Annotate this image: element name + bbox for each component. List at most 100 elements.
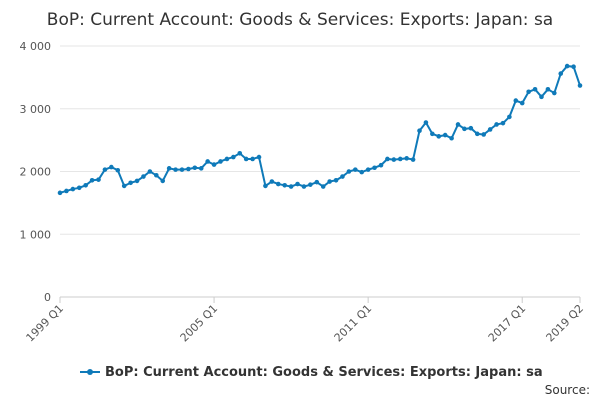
data-point[interactable] (115, 167, 121, 173)
data-point[interactable] (430, 131, 435, 137)
data-point[interactable] (173, 167, 178, 172)
data-point[interactable] (314, 179, 320, 185)
data-point[interactable] (404, 156, 409, 161)
data-point[interactable] (179, 167, 185, 172)
data-point[interactable] (308, 182, 313, 187)
source-label: Source: (545, 383, 590, 397)
data-point[interactable] (250, 156, 255, 162)
data-point[interactable] (64, 188, 69, 194)
data-point[interactable] (423, 120, 429, 125)
data-point[interactable] (500, 120, 506, 126)
data-point[interactable] (513, 98, 519, 103)
y-tick-label: 2 000 (20, 166, 52, 179)
data-point[interactable] (340, 174, 345, 179)
data-point[interactable] (186, 166, 191, 172)
data-point[interactable] (224, 156, 230, 162)
data-point[interactable] (327, 179, 332, 184)
gridlines (60, 45, 580, 298)
data-point[interactable] (365, 167, 371, 172)
data-point[interactable] (160, 178, 166, 184)
data-point[interactable] (346, 169, 352, 174)
data-point[interactable] (487, 127, 493, 132)
data-point[interactable] (147, 169, 153, 174)
x-tick-label: 2017 Q1 (486, 302, 529, 345)
data-point[interactable] (269, 179, 275, 184)
data-point[interactable] (218, 159, 223, 164)
data-point[interactable] (275, 181, 281, 187)
data-point[interactable] (237, 151, 243, 156)
data-point[interactable] (519, 100, 525, 106)
data-point[interactable] (70, 186, 76, 192)
data-point[interactable] (102, 167, 108, 172)
data-point[interactable] (455, 122, 461, 127)
data-point[interactable] (76, 185, 82, 191)
data-point[interactable] (507, 114, 512, 120)
data-point[interactable] (532, 87, 538, 92)
data-point[interactable] (301, 184, 307, 189)
data-point[interactable] (205, 159, 210, 164)
data-point[interactable] (134, 178, 140, 184)
data-point[interactable] (320, 184, 326, 189)
data-point[interactable] (571, 64, 576, 70)
data-point[interactable] (256, 154, 262, 160)
data-point[interactable] (282, 183, 287, 188)
y-tick-label: 3 000 (20, 103, 52, 116)
series-points (57, 63, 583, 196)
data-point[interactable] (83, 183, 88, 188)
data-point[interactable] (263, 183, 268, 189)
data-point[interactable] (128, 180, 133, 186)
data-point[interactable] (359, 169, 365, 175)
data-point[interactable] (89, 177, 95, 183)
data-point[interactable] (526, 89, 531, 95)
data-point[interactable] (166, 166, 172, 171)
legend-swatch-dot (87, 369, 93, 375)
data-point[interactable] (378, 162, 384, 168)
data-point[interactable] (474, 131, 480, 137)
data-point[interactable] (96, 177, 101, 182)
data-point[interactable] (397, 156, 403, 162)
data-point[interactable] (154, 172, 159, 178)
data-point[interactable] (468, 125, 474, 131)
data-point[interactable] (57, 190, 63, 196)
x-tick-label: 1999 Q1 (24, 302, 67, 345)
x-tick-label: 2019 Q2 (544, 302, 587, 345)
data-point[interactable] (385, 156, 390, 162)
series-line (59, 65, 581, 194)
y-axis: 0 1 000 2 000 3 000 4 000 (20, 40, 52, 304)
x-tick-label: 2011 Q1 (332, 302, 375, 345)
data-point[interactable] (295, 181, 300, 187)
data-point[interactable] (545, 87, 551, 92)
data-point[interactable] (333, 177, 339, 183)
data-point[interactable] (353, 167, 358, 172)
data-point[interactable] (552, 90, 557, 96)
data-point[interactable] (417, 128, 422, 134)
data-point[interactable] (243, 156, 249, 162)
data-point[interactable] (198, 166, 204, 171)
data-point[interactable] (558, 71, 564, 76)
data-point[interactable] (372, 165, 377, 171)
data-point[interactable] (391, 157, 397, 162)
data-point[interactable] (564, 63, 570, 69)
data-point[interactable] (109, 164, 114, 170)
data-point[interactable] (577, 83, 583, 88)
data-point[interactable] (410, 157, 416, 162)
y-tick-label: 1 000 (20, 228, 52, 241)
data-point[interactable] (539, 94, 544, 100)
data-point[interactable] (494, 122, 499, 127)
x-axis: 1999 Q1 2005 Q1 2011 Q1 2017 Q1 2019 Q2 (24, 297, 587, 345)
data-point[interactable] (192, 165, 198, 171)
y-tick-label: 4 000 (20, 40, 52, 53)
data-point[interactable] (462, 126, 467, 132)
data-point[interactable] (121, 183, 127, 189)
data-point[interactable] (449, 135, 454, 141)
data-point[interactable] (436, 134, 442, 139)
data-point[interactable] (481, 132, 487, 137)
y-tick-label: 0 (44, 291, 51, 304)
data-point[interactable] (231, 154, 236, 160)
data-point[interactable] (288, 184, 294, 189)
data-point[interactable] (141, 174, 146, 179)
data-point[interactable] (211, 162, 217, 167)
chart-title: BoP: Current Account: Goods & Services: … (47, 10, 553, 30)
data-point[interactable] (442, 132, 448, 138)
